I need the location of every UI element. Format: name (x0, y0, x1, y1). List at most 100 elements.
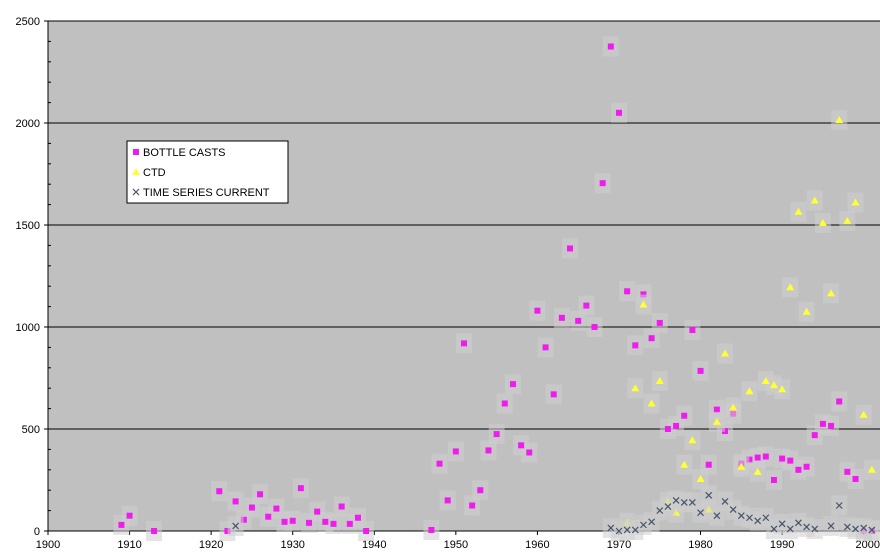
grid-lines (48, 20, 880, 430)
data-point (867, 465, 876, 473)
data-point (338, 503, 345, 510)
data-point (664, 426, 671, 432)
data-point (688, 436, 697, 444)
data-point (795, 519, 802, 527)
y-tick-label: 2000 (16, 118, 40, 130)
data-point (655, 377, 664, 385)
data-point (688, 499, 696, 506)
x-tick-label: 1930 (280, 539, 304, 551)
data-point (827, 289, 836, 297)
data-point (151, 528, 158, 534)
data-point (745, 387, 754, 395)
data-point (673, 422, 680, 429)
data-point (469, 502, 476, 509)
x-tick-label: 1980 (688, 539, 712, 551)
data-point (558, 314, 565, 321)
axes (44, 20, 880, 535)
data-point (787, 457, 794, 464)
data-point (656, 507, 664, 515)
legend-box (126, 140, 289, 204)
y-tick-label: 0 (34, 526, 40, 538)
data-point (753, 467, 762, 475)
data-point (428, 526, 435, 533)
data-point (843, 216, 852, 224)
data-point (827, 522, 835, 530)
data-point (542, 344, 549, 351)
data-point (795, 466, 802, 473)
data-point (648, 335, 655, 342)
data-point (647, 399, 656, 407)
data-point (762, 514, 770, 522)
data-point (712, 417, 721, 425)
data-point (265, 513, 272, 520)
data-point (705, 461, 712, 468)
data-point (664, 503, 672, 510)
data-point (786, 525, 794, 533)
data-point (615, 527, 623, 535)
x-tick-label: 1940 (362, 539, 386, 551)
data-point (860, 524, 868, 532)
x-tick-label: 1970 (607, 539, 631, 551)
data-point (599, 180, 606, 187)
data-point (835, 502, 843, 509)
legend-label: CTD (143, 167, 166, 179)
data-point (656, 319, 663, 326)
data-point (713, 406, 720, 413)
data-point (836, 398, 843, 405)
legend-marker (132, 188, 140, 196)
data-point (769, 381, 778, 389)
data-point (534, 307, 541, 314)
data-point (810, 196, 819, 204)
data-point (583, 302, 590, 309)
data-point (843, 523, 851, 531)
data-point (575, 317, 582, 324)
data-point (631, 526, 639, 534)
data-point (746, 456, 753, 463)
data-point (306, 519, 313, 526)
data-point (761, 377, 770, 385)
data-point (770, 525, 778, 533)
data-point (623, 526, 631, 534)
x-tick-label: 1910 (117, 539, 141, 551)
x-axis-tick-labels: 1900 1910 1920 1930 1940 1950 1960 1970 1980 1990… (36, 539, 880, 551)
data-point (518, 442, 525, 449)
data-point (828, 422, 835, 429)
data-point (770, 477, 777, 483)
data-point (444, 497, 451, 504)
data-point (526, 449, 533, 456)
data-point (640, 521, 647, 529)
y-tick-label: 500 (22, 424, 40, 436)
data-point (737, 512, 745, 520)
y-axis-tick-labels: 0 500 1000 1500 2000 2500 (16, 16, 40, 538)
data-point (493, 431, 500, 438)
data-point (477, 487, 484, 494)
data-point (224, 528, 231, 534)
data-point (803, 463, 810, 470)
data-point (322, 518, 329, 525)
data-point (452, 448, 459, 455)
data-point (868, 526, 876, 534)
data-point (762, 453, 769, 460)
data-point (607, 524, 615, 532)
data-point (811, 432, 818, 439)
data-point (240, 516, 247, 523)
data-points (113, 36, 880, 541)
data-point (681, 412, 688, 419)
data-point (632, 342, 639, 349)
plot-area (48, 21, 880, 531)
data-point (802, 307, 811, 315)
data-point (640, 291, 647, 298)
data-point (550, 391, 557, 398)
data-point (273, 505, 280, 512)
data-point (680, 460, 689, 468)
data-point (737, 462, 746, 470)
data-point (354, 514, 361, 521)
data-point (501, 400, 508, 407)
data-point (436, 460, 443, 467)
data-point (778, 520, 786, 528)
data-point (648, 518, 656, 526)
data-point (819, 420, 826, 427)
data-point (729, 403, 738, 411)
data-point (232, 522, 240, 530)
